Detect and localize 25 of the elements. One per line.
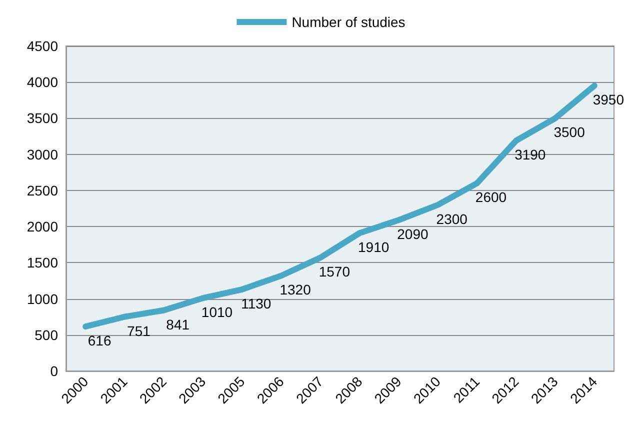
y-tick-label: 0 (50, 363, 58, 379)
legend-label: Number of studies (292, 14, 406, 30)
data-label: 3500 (554, 124, 586, 140)
y-tick-label: 4000 (26, 74, 58, 90)
data-label: 1320 (280, 282, 312, 298)
y-tick-label: 4500 (26, 38, 58, 54)
y-tick-label: 2500 (26, 182, 58, 198)
y-tick-label: 3000 (26, 146, 58, 162)
data-label: 751 (127, 322, 151, 339)
y-tick-label: 3500 (26, 110, 58, 126)
data-label: 1910 (358, 239, 390, 256)
data-label: 616 (88, 332, 112, 349)
data-label: 841 (166, 316, 190, 332)
y-tick-label: 1500 (26, 254, 58, 271)
data-label: 2090 (397, 226, 428, 242)
data-label: 1570 (318, 264, 350, 280)
data-label: 3950 (592, 92, 624, 108)
data-label: 3190 (514, 146, 546, 163)
data-label: 1010 (201, 304, 233, 320)
data-label: 2300 (436, 210, 468, 227)
data-label: 1130 (241, 295, 272, 312)
y-tick-label: 1000 (26, 290, 58, 307)
data-label: 2600 (475, 189, 507, 206)
y-tick-label: 2000 (26, 218, 58, 235)
y-tick-label: 500 (34, 326, 58, 343)
